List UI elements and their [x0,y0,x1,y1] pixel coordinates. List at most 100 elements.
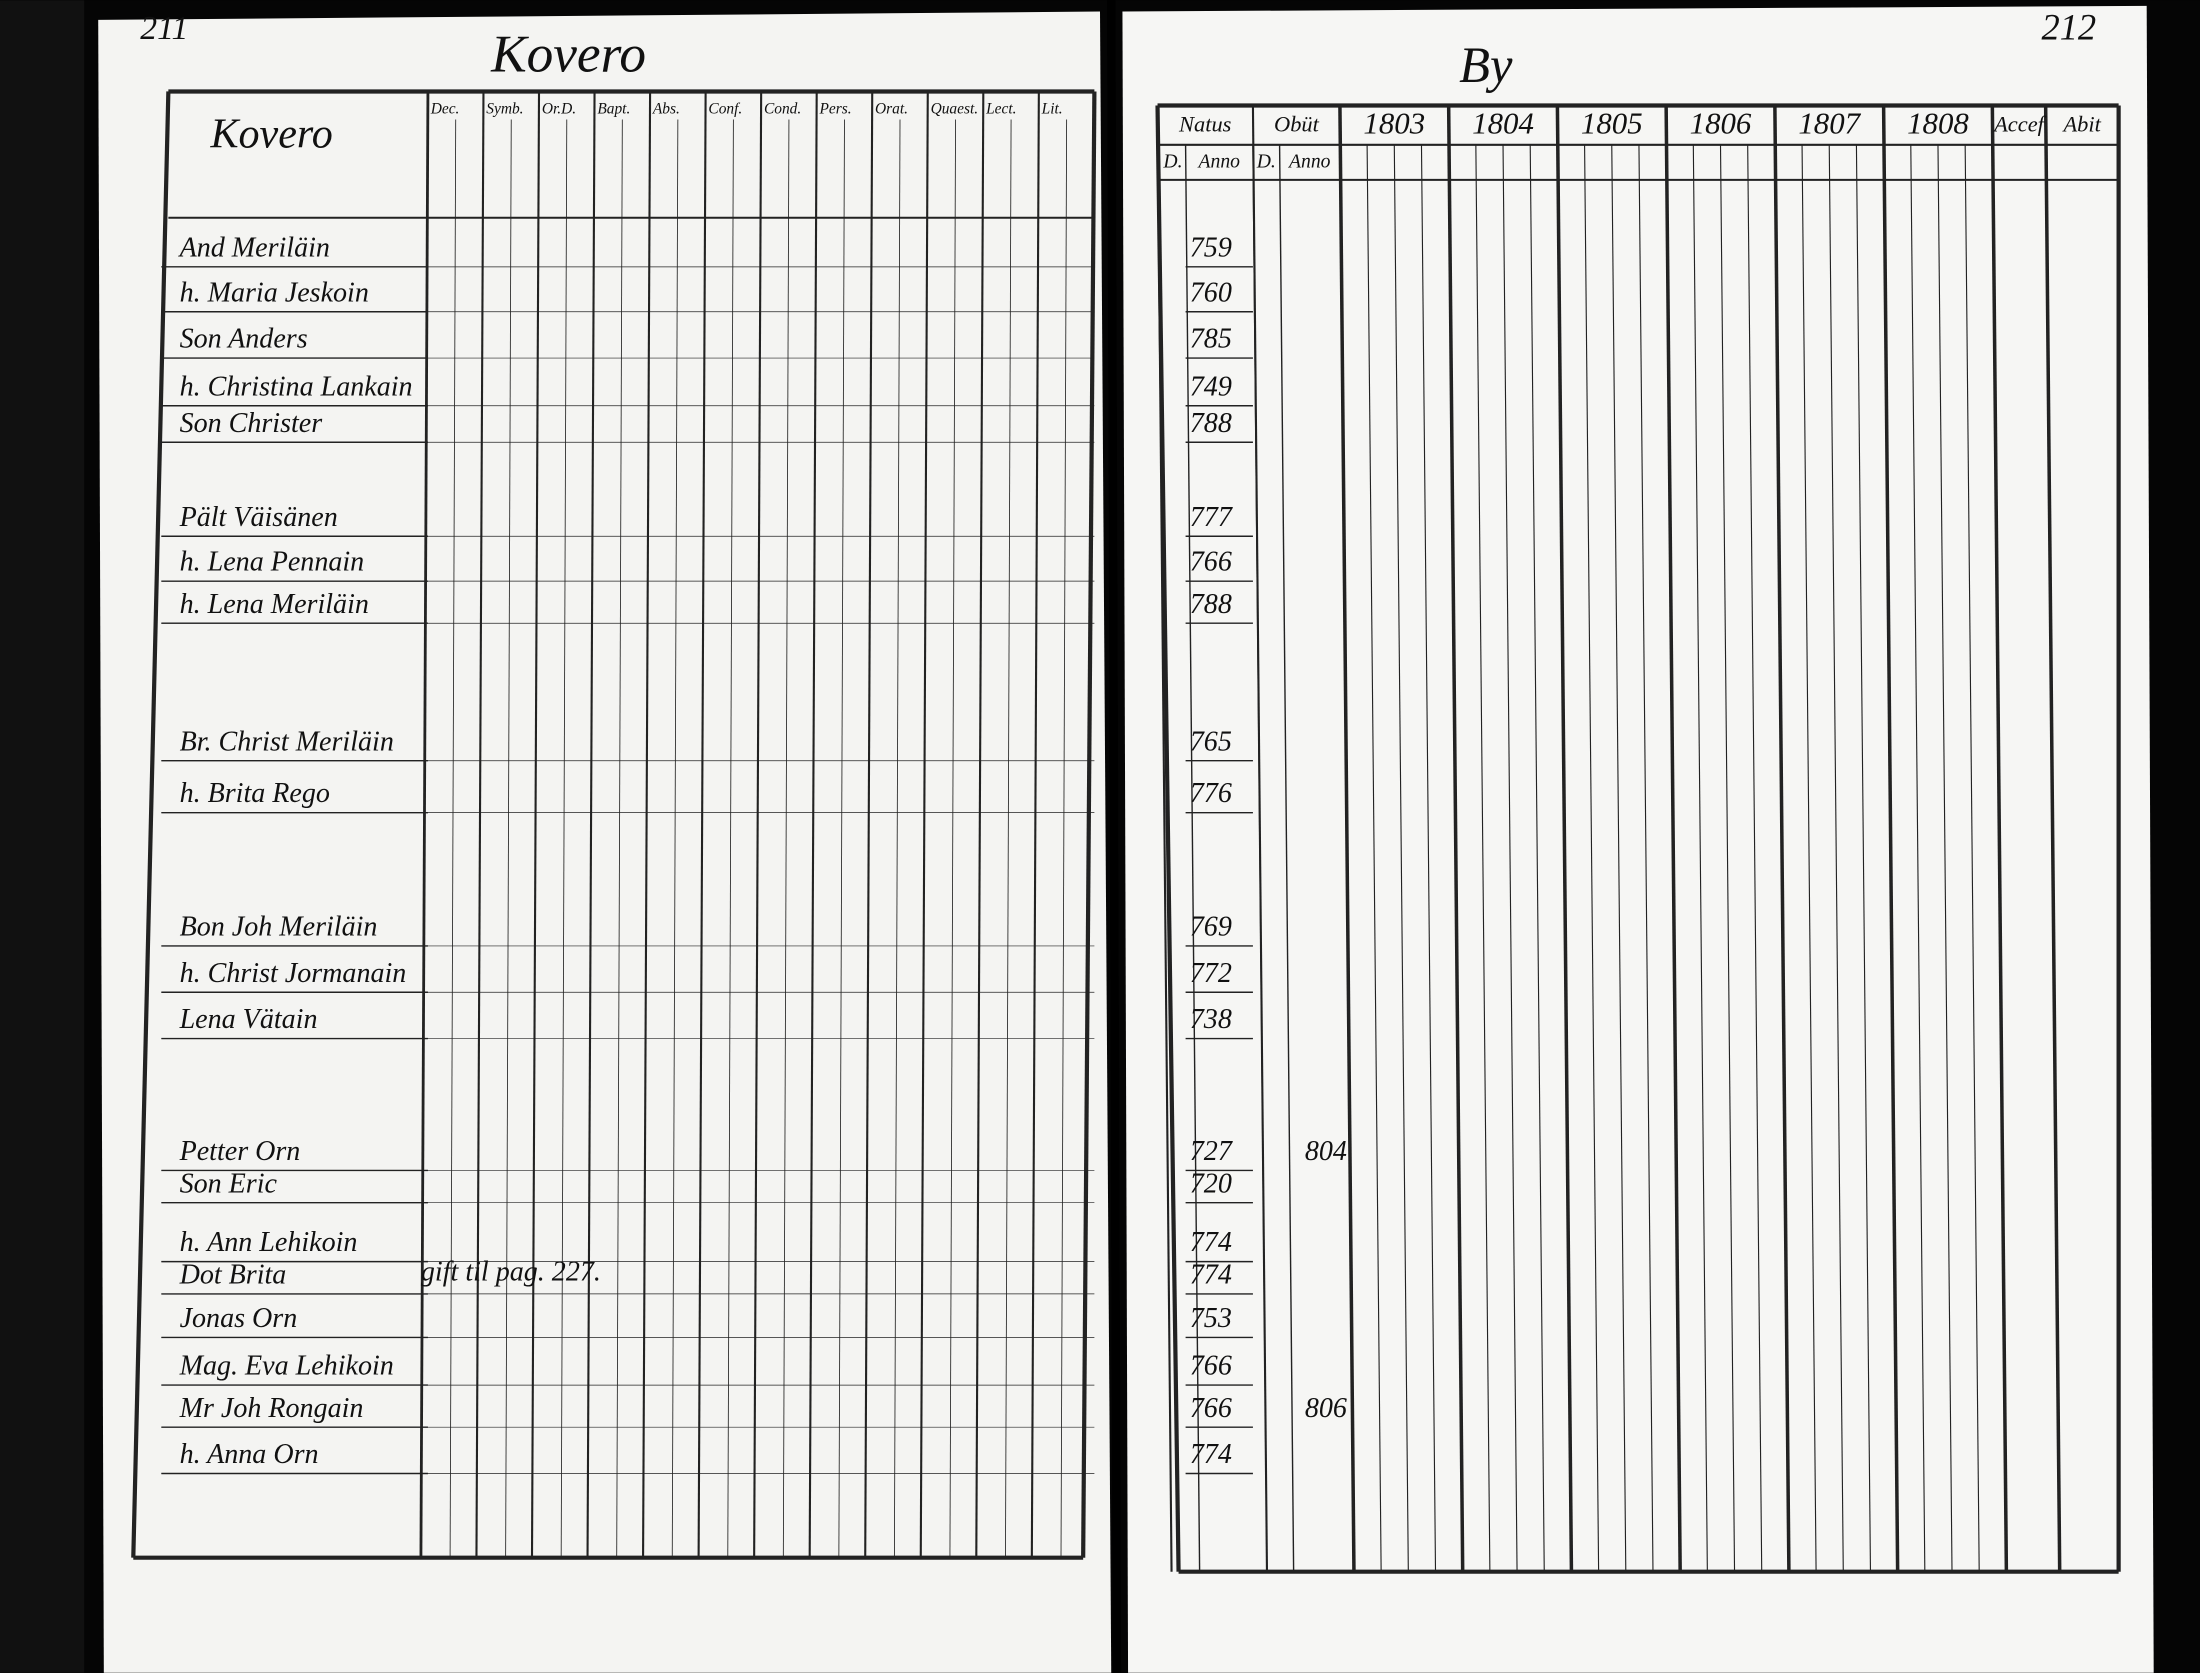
rule [1801,144,1817,1572]
rule [1339,144,1355,1572]
column-header: Lect. [985,100,1016,117]
column-header: 1806 [1690,107,1752,141]
rule [1030,91,1040,1558]
column-header: 1803 [1363,107,1425,141]
name: Mag. Eva Lehikoin [179,1351,394,1382]
rule [1502,144,1518,1572]
rule [1855,144,1872,1572]
rule [1252,144,1268,1572]
rule [1278,144,1295,1572]
column-header: Or.D. [542,100,576,117]
rule [1393,144,1409,1572]
rule [586,91,596,1558]
rule [1184,144,1201,1572]
rule [1638,144,1654,1572]
birth-year: 774 [1190,1439,1232,1470]
rule [864,91,874,1558]
name: Petter Orn [179,1136,301,1167]
rule [671,119,679,1558]
sub-header: D. [1256,151,1276,173]
sub-header: D. [1162,151,1182,173]
name: h. Lena Meriläin [180,589,369,620]
rule [1155,105,1181,1572]
column-header: Abs. [652,100,680,117]
name: Bon Joh Meriläin [180,912,378,943]
column-header: Obüt [1274,112,1320,137]
column-header: Cond. [764,100,801,117]
rule [1964,144,1980,1572]
gutter [1107,0,1122,1673]
page-title: Kovero [490,23,646,83]
birth-year: 766 [1190,547,1232,578]
column-header: Pers. [819,100,852,117]
name: Mr Joh Rongain [179,1393,364,1424]
name: And Meriläin [178,232,330,263]
rule [1475,144,1491,1572]
name: h. Ann Lehikoin [180,1227,358,1258]
rule [838,119,845,1558]
rule [1828,144,1844,1572]
page-number: 212 [2041,8,2096,48]
column-header: Abit [2061,112,2101,137]
rule [1990,105,2009,1572]
rule [919,91,929,1558]
rule [560,119,568,1558]
death-year: 804 [1305,1136,1347,1167]
death-year: 806 [1305,1393,1347,1424]
rule [1366,144,1382,1572]
column-header: 1805 [1581,107,1643,141]
name: h. Christina Lankain [180,371,413,402]
rule [727,119,734,1558]
left-page [98,11,1112,1673]
rule [642,91,652,1558]
page-title: By [1459,37,1513,93]
birth-year: 774 [1190,1259,1232,1290]
binding-edge [0,0,85,1673]
rule [1584,144,1600,1572]
rule [697,91,707,1558]
rule [1156,105,1173,1572]
name: h. Brita Rego [180,778,330,809]
name: h. Lena Pennain [180,547,365,578]
rule [530,91,541,1558]
birth-year: 749 [1190,371,1232,402]
rule [1747,144,1763,1572]
name: Pält Väisänen [179,502,338,533]
birth-year: 766 [1190,1393,1232,1424]
rule [1529,144,1545,1572]
column-header: 1807 [1798,107,1861,141]
rule [1420,144,1437,1572]
name: Son Eric [180,1168,278,1199]
birth-year: 765 [1190,726,1232,757]
birth-year: 766 [1190,1351,1232,1382]
rule [475,91,485,1558]
column-header: Dec. [430,100,460,117]
rule [1446,105,1465,1572]
birth-year: 774 [1190,1227,1232,1258]
column-header: Orat. [875,100,908,117]
column-header: Symb. [486,100,523,117]
birth-year: 760 [1190,277,1232,308]
column-header: Conf. [708,100,742,117]
rule [975,91,985,1558]
birth-year: 772 [1190,958,1232,989]
rule [1005,119,1012,1558]
birth-year: 727 [1190,1136,1233,1167]
birth-year: 759 [1190,232,1232,263]
rule [505,119,512,1558]
birth-year: 788 [1190,589,1232,620]
rule [1081,91,1097,1558]
rule [1692,144,1708,1572]
name: Son Anders [180,324,308,355]
name: h. Maria Jeskoin [180,277,369,308]
column-header: Lit. [1041,100,1063,117]
rule [893,119,901,1558]
rule [949,119,956,1558]
name: Son Christer [180,408,323,439]
rule [1664,105,1682,1572]
rule [808,91,818,1558]
column-header: 1808 [1907,107,1969,141]
rule [1773,105,1791,1572]
